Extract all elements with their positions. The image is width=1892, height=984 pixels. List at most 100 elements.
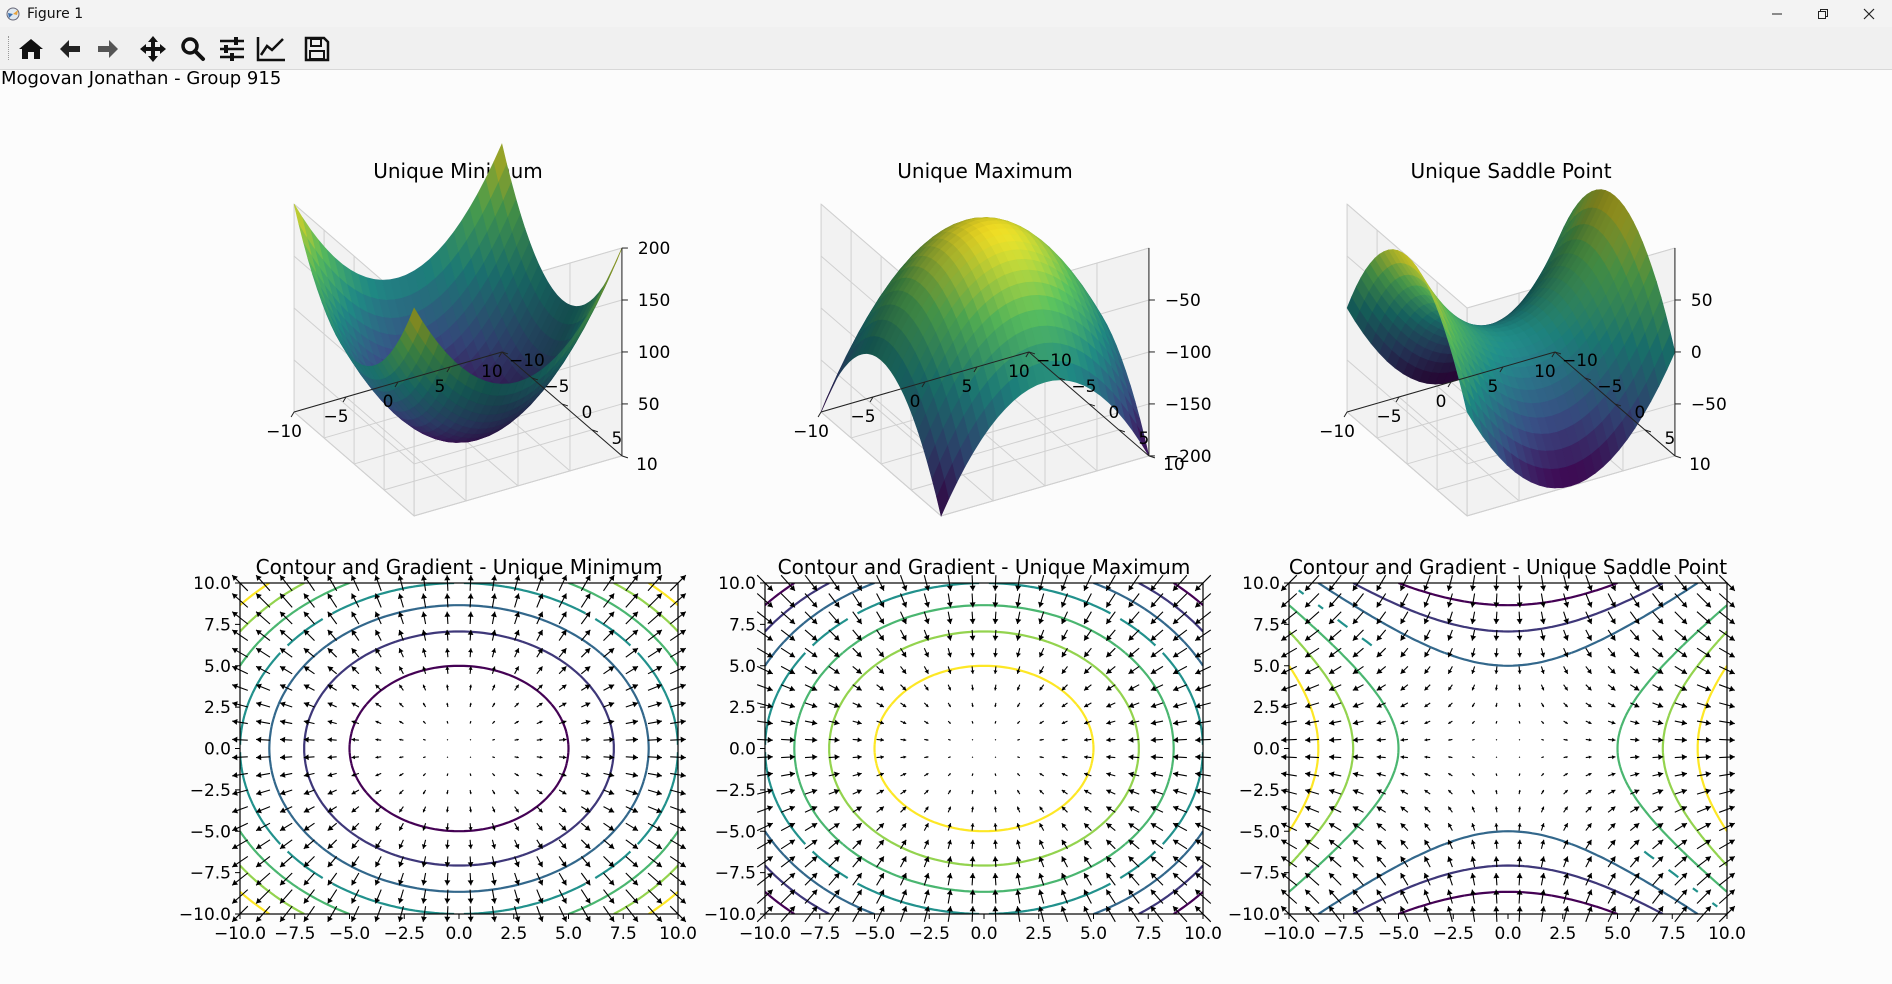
gradient-arrow-head xyxy=(901,856,907,863)
gradient-arrow-head xyxy=(351,861,357,868)
gradient-arrow-head xyxy=(1587,668,1592,674)
gradient-arrow-head xyxy=(1038,906,1044,912)
gradient-arrow-head xyxy=(1563,889,1570,896)
gradient-arrow-head xyxy=(1015,856,1022,862)
gradient-arrow-head xyxy=(256,897,262,904)
home-button[interactable] xyxy=(16,34,46,64)
x-tick-label: −5.0 xyxy=(1378,924,1419,944)
gradient-arrow-head xyxy=(1281,668,1287,675)
gradient-arrow-head xyxy=(1083,585,1089,591)
matplotlib-app-icon xyxy=(6,7,20,20)
gradient-arrow-head xyxy=(767,805,773,812)
gradient-arrow-head xyxy=(1281,873,1287,879)
gradient-arrow-head xyxy=(560,843,567,849)
gradient-arrow-head xyxy=(1729,805,1735,812)
gradient-arrow-head xyxy=(585,772,591,778)
gradient-arrow-head xyxy=(1657,585,1664,591)
gradient-arrow-head xyxy=(538,790,543,795)
gradient-arrow-head xyxy=(561,629,567,636)
gradient-arrow-head xyxy=(1106,806,1112,812)
gradient-arrow-head xyxy=(1610,889,1616,896)
y-tick-label: 7.5 xyxy=(1253,615,1280,635)
gradient-arrow-head xyxy=(1400,873,1406,879)
gradient-arrow-head xyxy=(1563,601,1570,608)
gradient-arrow-head xyxy=(656,575,662,581)
close-button[interactable] xyxy=(1846,0,1892,27)
gradient-arrow-head xyxy=(1376,873,1383,879)
gradient-arrow-head xyxy=(767,822,773,829)
edit-axes-button[interactable] xyxy=(256,34,286,64)
gradient-arrow-head xyxy=(303,648,310,654)
x-tick-label: 2.5 xyxy=(500,924,527,944)
gradient-arrow-head xyxy=(834,889,840,896)
gradient-arrow-head xyxy=(1563,618,1569,624)
gradient-arrow-head xyxy=(948,806,952,810)
gradient-arrow-head xyxy=(444,880,451,886)
gradient-arrow-head xyxy=(351,916,357,922)
minimize-button[interactable] xyxy=(1754,0,1800,27)
gradient-arrow-head xyxy=(232,916,238,922)
gradient-arrow-head xyxy=(351,790,356,795)
configure-subplots-button[interactable] xyxy=(217,34,247,64)
x-tick-label: 0 xyxy=(910,392,921,412)
gradient-arrow-head xyxy=(444,898,451,904)
z-tick-label: 0 xyxy=(1691,343,1702,363)
gradient-arrow-head xyxy=(880,755,884,760)
gradient-arrow-head xyxy=(1150,889,1157,896)
gradient-arrow-head xyxy=(327,861,334,868)
gradient-arrow-head xyxy=(1705,856,1711,862)
gradient-arrow-head xyxy=(789,668,795,675)
gradient-arrow-head xyxy=(1015,585,1022,591)
gradient-arrow-head xyxy=(1423,618,1430,624)
sliders-icon xyxy=(220,37,244,61)
figure-canvas[interactable]: Unique Minimum−10−50510−10−5051050100150… xyxy=(0,70,1892,984)
forward-button[interactable] xyxy=(93,34,123,64)
gradient-arrow-head xyxy=(421,898,427,904)
gradient-arrow-head xyxy=(1424,634,1430,641)
gradient-arrow-head xyxy=(1634,702,1640,708)
gradient-arrow-head xyxy=(1657,856,1664,863)
gradient-arrow-head xyxy=(1540,839,1546,845)
save-button[interactable] xyxy=(302,34,332,64)
gradient-arrow-head xyxy=(1084,806,1089,812)
gradient-arrow-head xyxy=(256,736,262,743)
x-tick-label: 0.0 xyxy=(970,924,997,944)
zoom-button[interactable] xyxy=(178,34,208,64)
x-tick xyxy=(446,366,451,373)
gradient-arrow-head xyxy=(399,791,403,795)
x-tick-label: −5 xyxy=(324,407,349,427)
gradient-arrow-head xyxy=(1061,720,1066,724)
restore-button[interactable] xyxy=(1800,0,1846,27)
gradient-arrow-head xyxy=(1472,773,1474,776)
gradient-arrow-head xyxy=(303,771,310,778)
gradient-arrow-head xyxy=(1128,737,1134,743)
gradient-arrow-head xyxy=(1705,719,1711,726)
gradient-arrow-head xyxy=(946,873,953,879)
gradient-arrow-head xyxy=(767,873,773,879)
gradient-arrow-head xyxy=(1329,806,1335,812)
gradient-arrow-head xyxy=(656,701,662,708)
gradient-arrow-head xyxy=(1106,906,1112,913)
gradient-arrow-head xyxy=(833,873,840,879)
gradient-arrow-head xyxy=(1195,668,1201,675)
gradient-arrow-head xyxy=(1106,823,1113,829)
gradient-arrow-head xyxy=(516,756,519,759)
gradient-arrow-head xyxy=(491,844,497,849)
gradient-arrow-head xyxy=(994,704,997,707)
gradient-arrow-head xyxy=(491,898,497,904)
gradient-arrow-head xyxy=(1128,585,1134,591)
gradient-arrow-head xyxy=(1472,739,1474,741)
gradient-arrow-head xyxy=(1610,685,1616,691)
gradient-arrow-head xyxy=(811,585,818,591)
gradient-arrow-head xyxy=(609,754,615,761)
gradient-arrow-head xyxy=(1400,685,1406,691)
pan-button[interactable] xyxy=(138,34,168,64)
gradient-arrow-head xyxy=(1447,873,1453,879)
gradient-arrow-head xyxy=(469,702,472,705)
gradient-arrow-head xyxy=(445,684,449,688)
gradient-arrow-head xyxy=(585,702,591,708)
back-button[interactable] xyxy=(55,34,85,64)
gradient-arrow-head xyxy=(789,822,795,829)
gradient-arrow-head xyxy=(1305,601,1311,608)
gradient-arrow-head xyxy=(1540,906,1546,912)
